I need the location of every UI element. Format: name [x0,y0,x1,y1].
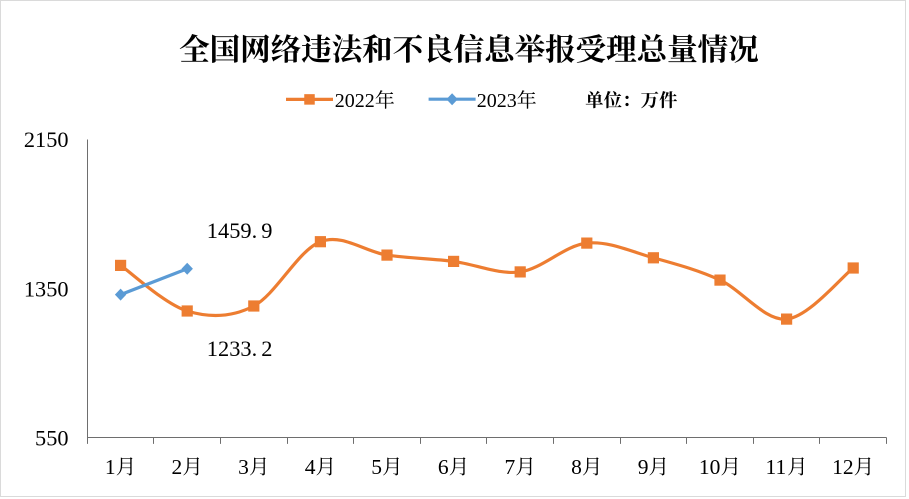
svg-text:2150: 2150 [24,127,69,152]
svg-text:1459.9: 1459. 9 [207,218,273,243]
svg-text:11: 11 [766,455,787,479]
svg-text:1233.2: 1233. 2 [207,336,273,361]
svg-text:6: 6 [438,455,449,479]
svg-text:2: 2 [172,455,183,479]
svg-text:1350: 1350 [24,276,69,301]
svg-text:2022: 2022 [335,90,375,112]
svg-text:8: 8 [571,455,582,479]
svg-text:9: 9 [638,455,649,479]
svg-text:1: 1 [105,455,116,479]
svg-text:7: 7 [505,455,516,479]
svg-text:4: 4 [305,455,316,479]
svg-text:3: 3 [238,455,249,479]
svg-text:2023: 2023 [477,90,517,112]
svg-text:550: 550 [35,426,68,451]
svg-text:12: 12 [832,455,854,479]
svg-text:10: 10 [699,455,721,479]
svg-text:5: 5 [371,455,382,479]
